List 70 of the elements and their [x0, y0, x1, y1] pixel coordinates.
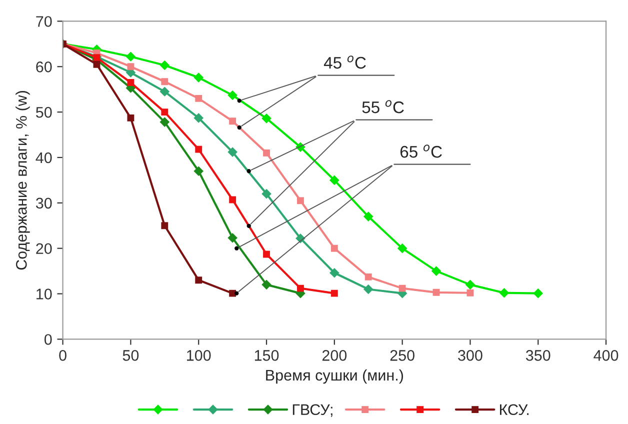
y-axis-title: Содержание влаги, % (w) [16, 90, 30, 270]
point [126, 52, 136, 62]
legend-label: ГВСУ; [292, 404, 332, 417]
point [93, 60, 100, 68]
x-axis-title: Время сушки (мин.) [266, 369, 404, 384]
point [363, 212, 374, 222]
x-tick-label: 150 [254, 350, 279, 361]
point [296, 197, 304, 204]
annotation: 55 $^{o}$C [362, 100, 404, 114]
point [229, 196, 236, 204]
point [262, 114, 272, 124]
point [194, 72, 204, 82]
x-tick-label: 200 [322, 350, 347, 361]
point [161, 78, 168, 86]
point [432, 288, 440, 296]
x-tick-label: 300 [458, 350, 482, 361]
point [330, 244, 338, 252]
x-tick-label: 350 [526, 350, 550, 361]
y-tick-label: 60 [36, 61, 52, 72]
point [195, 146, 202, 153]
point [533, 288, 544, 298]
point [228, 147, 238, 157]
point [228, 90, 238, 100]
y-tick-label: 40 [36, 152, 52, 164]
annotation: 65 $^{o}$C [400, 144, 442, 158]
point [161, 108, 168, 116]
point [330, 268, 340, 278]
y-tick-label: 10 [36, 288, 52, 300]
x-tick-label: 50 [122, 350, 139, 361]
point [263, 250, 270, 258]
point [160, 86, 170, 97]
point [466, 289, 474, 296]
point [195, 94, 202, 102]
y-tick-label: 0 [44, 334, 52, 345]
point [127, 114, 134, 122]
point [262, 280, 272, 290]
point [296, 284, 304, 292]
point [499, 288, 510, 298]
x-tick-label: 0 [59, 350, 66, 361]
point [363, 284, 374, 294]
point [465, 280, 476, 290]
y-tick-label: 30 [36, 198, 52, 209]
y-tick-label: 70 [36, 16, 52, 27]
point [229, 118, 236, 125]
point [330, 290, 338, 297]
point [127, 63, 134, 70]
point [364, 273, 372, 280]
legend-label: КСУ. [500, 404, 529, 416]
point [127, 79, 134, 86]
point [330, 175, 340, 186]
y-tick-label: 50 [36, 106, 52, 118]
point [229, 290, 236, 297]
y-tick-label: 20 [36, 243, 52, 254]
point [93, 54, 100, 62]
point [228, 232, 238, 243]
annotation: 45 $^{o}$C [324, 56, 366, 69]
point [160, 60, 170, 70]
point [431, 266, 442, 276]
x-tick-label: 250 [390, 350, 414, 361]
x-tick-label: 400 [594, 350, 618, 361]
point [161, 222, 168, 230]
point [263, 149, 270, 156]
point [195, 276, 202, 284]
point [194, 166, 204, 176]
point [160, 117, 170, 127]
point [262, 188, 272, 199]
point [194, 113, 204, 123]
point [398, 284, 406, 292]
point [397, 243, 408, 254]
x-tick-label: 100 [187, 350, 211, 361]
